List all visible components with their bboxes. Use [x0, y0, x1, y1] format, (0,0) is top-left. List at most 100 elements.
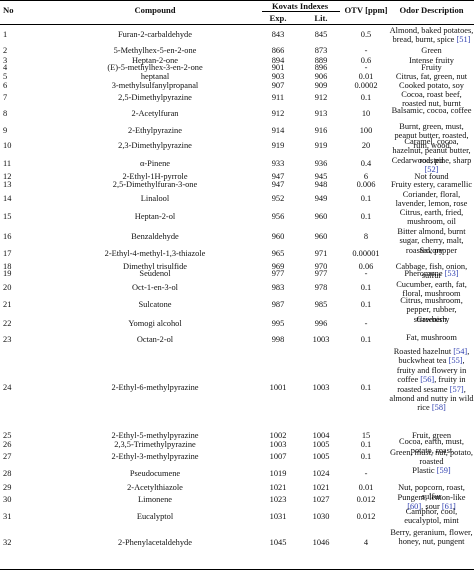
otv-value: 0.01: [358, 72, 374, 81]
reference-link[interactable]: [57]: [449, 384, 464, 394]
odor-description: Cucumber, earth, fat, floral, mushroom: [396, 280, 467, 299]
table-row: 6 3-methylsulfanylpropanal 907 909 0.0002 Coo…: [0, 81, 474, 90]
compound-name: Furan-2-carbaldehyde: [118, 30, 192, 40]
kovats-lit: 916: [314, 125, 328, 135]
reference-link[interactable]: [54]: [453, 347, 468, 356]
kovats-lit: 949: [314, 193, 328, 203]
otv-value: 0.1: [360, 193, 372, 203]
header-exp: Exp.: [269, 13, 287, 23]
otv-value: 0.1: [360, 334, 372, 344]
table-row: 31 Eucalyptol 1031 1030 0.012 Camphor, cool, …: [0, 507, 474, 526]
compound-name: Dimethyl trisulfide: [123, 262, 187, 271]
row-number: 3: [3, 56, 8, 65]
reference-link[interactable]: [60]: [407, 502, 422, 512]
otv-value: -: [364, 63, 368, 72]
kovats-exp: 995: [271, 318, 285, 328]
row-number: 28: [3, 468, 12, 478]
kovats-lit: 896: [314, 63, 328, 72]
row-number: 31: [3, 511, 12, 521]
table-row: 29 2-Acetylthiazole 1021 1021 0.01 Nut, popco…: [0, 483, 474, 501]
row-number: 22: [3, 318, 12, 328]
header-kovats: Kovats Indexes: [271, 1, 329, 11]
otv-value: 0.1: [360, 439, 372, 449]
kovats-exp: 1007: [269, 451, 287, 461]
table-row: 8 2-Acetylfuran 912 913 10 Balsamic, cocoa, c…: [0, 106, 474, 121]
reference-link[interactable]: [56]: [420, 375, 435, 385]
kovats-exp: 952: [271, 193, 285, 203]
kovats-exp: 998: [271, 334, 285, 344]
table-row: 13 2,5-Dimethylfuran-3-one 947 948 0.006 Frui…: [0, 180, 474, 189]
kovats-exp: 1003: [269, 439, 287, 449]
table-row: 15 Heptan-2-ol 956 960 0.1 Citrus, earth, fri…: [0, 208, 474, 226]
compound-name: 2-Phenylacetaldehyde: [118, 538, 192, 548]
row-number: 16: [3, 231, 12, 241]
row-number: 19: [3, 269, 12, 278]
otv-value: 0.006: [356, 180, 376, 189]
reference-link[interactable]: [51]: [456, 35, 471, 45]
table-row: 2 5-Methylhex-5-en-2-one 866 873 - Green: [0, 46, 474, 55]
otv-value: 6: [363, 172, 369, 181]
kovats-lit: 1005: [312, 439, 330, 449]
odor-description: Almond, baked potatoes, bread, burnt, sp…: [389, 26, 474, 45]
table-row: 24 2-Ethyl-6-methylpyrazine 1001 1003 0.1 Roa…: [0, 347, 474, 429]
row-number: 6: [3, 81, 8, 90]
row-number: 15: [3, 212, 12, 222]
otv-value: 0.1: [360, 212, 372, 222]
kovats-lit: 889: [314, 56, 328, 65]
reference-link[interactable]: [59]: [436, 466, 451, 475]
odor-description: Cedarwood, pine, sharp [52]: [391, 156, 472, 175]
table-row: 10 2,3-Dimethylpyrazine 919 919 20 Caramel, c…: [0, 137, 474, 165]
kovats-lit: 977: [314, 269, 328, 278]
compound-name: 3-methylsulfanylpropanal: [111, 81, 199, 90]
kovats-lit: 845: [314, 30, 328, 40]
compound-name: 2-Ethylpyrazine: [128, 125, 182, 135]
odor-description: Pungent, lemon-like [60], sour [61]: [397, 493, 466, 512]
kovats-exp: 983: [271, 282, 285, 292]
otv-value: 0.6: [360, 56, 372, 65]
kovats-exp: 965: [271, 248, 285, 258]
reference-link[interactable]: [58]: [431, 403, 446, 413]
odor-description: Intense fruity: [409, 56, 454, 65]
kovats-exp: 933: [271, 158, 285, 168]
table-row: 25 2-Ethyl-5-methylpyrazine 1002 1004 15 Frui…: [0, 431, 474, 440]
table-row: 27 2-Ethyl-3-methylpyrazine 1007 1005 0.1 Gre…: [0, 448, 474, 467]
odor-description: Balsamic, cocoa, coffee: [391, 106, 472, 115]
odor-description: Berry, geranium, flower, honey, nut, pun…: [390, 528, 473, 547]
reference-link[interactable]: [52]: [424, 165, 439, 175]
otv-value: 20: [361, 140, 371, 150]
odor-description: Green, must, nut, potato, roasted: [389, 448, 474, 467]
compound-name: Seudenol: [139, 269, 171, 278]
compound-name: Benzaldehyde: [131, 231, 179, 241]
header-lit: Lit.: [314, 13, 328, 23]
reference-link[interactable]: [53]: [444, 269, 459, 278]
kovats-exp: 907: [271, 81, 285, 90]
otv-value: 0.0002: [354, 81, 378, 90]
kovats-exp: 1021: [269, 483, 287, 492]
odor-description: Roasted hazelnut [54], buckwheat tea [55…: [389, 347, 474, 413]
kovats-lit: 1003: [312, 383, 330, 393]
kovats-exp: 911: [271, 92, 285, 102]
table-row: 16 Benzaldehyde 960 960 8 Bitter almond, burn…: [0, 227, 474, 255]
compound-name: 2-Ethyl-6-methylpyrazine: [111, 383, 199, 393]
odor-description: Coriander, floral, lavender, lemon, rose: [395, 190, 468, 209]
kovats-lit: 1030: [312, 511, 330, 521]
kovats-exp: 903: [271, 72, 285, 81]
kovats-lit: 971: [314, 248, 328, 258]
table-row: 22 Yomogi alcohol 995 996 - Greenish: [0, 315, 474, 332]
table-row: 9 2-Ethylpyrazine 914 916 100 Burnt, green, m…: [0, 122, 474, 150]
reference-link[interactable]: [55]: [448, 356, 463, 366]
kovats-lit: 960: [314, 231, 328, 241]
kovats-lit: 906: [314, 72, 328, 81]
row-number: 9: [3, 125, 8, 135]
row-number: 18: [3, 262, 12, 271]
odor-description: Not found: [414, 172, 449, 181]
row-number: 30: [3, 494, 12, 504]
table-row: 30 Limonene 1023 1027 0.012 Pungent, lemon-li…: [0, 493, 474, 511]
odor-description: Camphor, cool, eucalyptol, mint: [404, 507, 459, 526]
otv-value: 0.06: [358, 262, 374, 271]
row-number: 7: [3, 92, 8, 102]
kovats-exp: 843: [271, 30, 285, 40]
reference-link[interactable]: [61]: [441, 502, 456, 512]
row-number: 11: [3, 158, 12, 168]
otv-value: 10: [361, 108, 371, 118]
